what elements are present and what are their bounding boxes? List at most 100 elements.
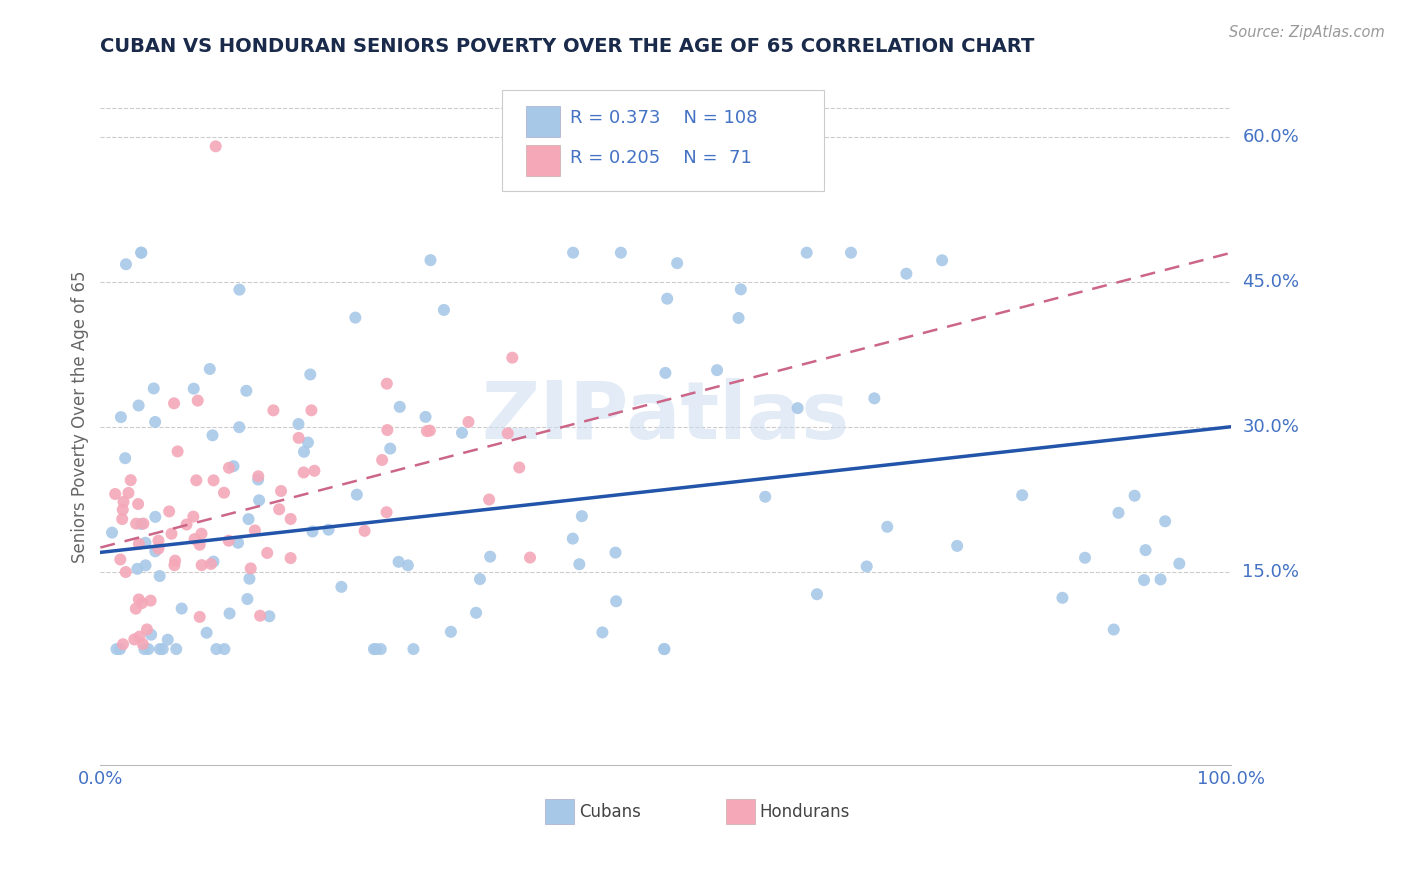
Point (375, 376, 398, 391)
Point (148, 533, 170, 548)
Point (148, 541, 170, 556)
Point (134, 535, 156, 549)
Point (562, 245, 585, 260)
Text: 30.0%: 30.0% (1243, 417, 1299, 435)
Point (568, 558, 591, 572)
Point (605, 545, 627, 559)
Text: 45.0%: 45.0% (1243, 273, 1299, 291)
Point (114, 451, 136, 466)
Text: Cubans: Cubans (579, 803, 641, 821)
Point (855, 559, 877, 574)
Point (128, 630, 150, 644)
Point (419, 253, 441, 268)
Point (128, 537, 150, 551)
Point (1108, 506, 1130, 520)
Point (571, 509, 593, 524)
Point (218, 460, 240, 475)
Point (1168, 557, 1191, 571)
Point (863, 392, 886, 406)
Point (330, 580, 353, 594)
Point (247, 493, 270, 508)
Point (839, 245, 862, 260)
Point (301, 524, 323, 539)
Point (214, 642, 236, 657)
Point (375, 423, 398, 437)
Point (236, 592, 259, 607)
Point (111, 502, 134, 516)
Point (170, 601, 193, 615)
Point (134, 642, 156, 657)
Point (478, 492, 501, 507)
Point (754, 490, 776, 504)
Point (228, 420, 250, 434)
Point (666, 256, 689, 270)
Point (415, 409, 437, 424)
Point (183, 509, 205, 524)
Point (280, 512, 302, 526)
Point (501, 351, 523, 365)
Point (131, 516, 153, 531)
Point (270, 483, 292, 498)
Point (166, 444, 188, 458)
Point (222, 459, 245, 474)
Point (652, 642, 675, 657)
Point (375, 505, 398, 519)
Point (419, 424, 441, 438)
Point (160, 526, 183, 541)
Point (519, 550, 541, 565)
Point (247, 473, 270, 487)
Point (165, 642, 187, 657)
Point (142, 381, 165, 395)
Point (287, 417, 309, 431)
Text: R = 0.205    N =  71: R = 0.205 N = 71 (569, 149, 752, 167)
Point (440, 624, 463, 639)
Point (610, 245, 633, 260)
Point (149, 642, 172, 657)
Point (256, 546, 278, 560)
Point (416, 424, 439, 438)
Point (163, 396, 186, 410)
Point (433, 302, 456, 317)
Text: 15.0%: 15.0% (1243, 563, 1299, 581)
Point (132, 516, 155, 531)
Point (200, 557, 222, 571)
Point (299, 403, 322, 417)
Point (187, 393, 209, 408)
Point (152, 642, 174, 657)
Point (259, 609, 281, 624)
Point (1074, 550, 1097, 565)
Point (451, 425, 474, 440)
Point (243, 524, 266, 538)
Point (105, 642, 128, 657)
Point (1052, 591, 1074, 605)
Point (183, 382, 205, 396)
Point (183, 532, 205, 546)
Point (139, 593, 162, 607)
Point (468, 572, 491, 586)
Point (287, 431, 309, 445)
Point (387, 555, 409, 569)
Point (190, 558, 212, 573)
Point (136, 623, 159, 637)
Point (132, 637, 155, 651)
Point (129, 245, 152, 260)
Point (127, 497, 149, 511)
Point (249, 608, 271, 623)
Point (202, 474, 225, 488)
Point (946, 539, 969, 553)
Point (176, 517, 198, 532)
Point (201, 428, 224, 442)
Point (198, 362, 221, 376)
Point (149, 569, 172, 583)
FancyBboxPatch shape (502, 90, 824, 191)
Point (346, 488, 368, 502)
Point (280, 551, 302, 566)
Point (165, 554, 187, 568)
Point (1149, 573, 1171, 587)
Point (388, 400, 411, 414)
Point (396, 558, 419, 573)
Point (730, 282, 752, 296)
Point (104, 487, 127, 501)
Point (364, 642, 387, 657)
Text: ZIPatlas: ZIPatlas (482, 378, 851, 456)
